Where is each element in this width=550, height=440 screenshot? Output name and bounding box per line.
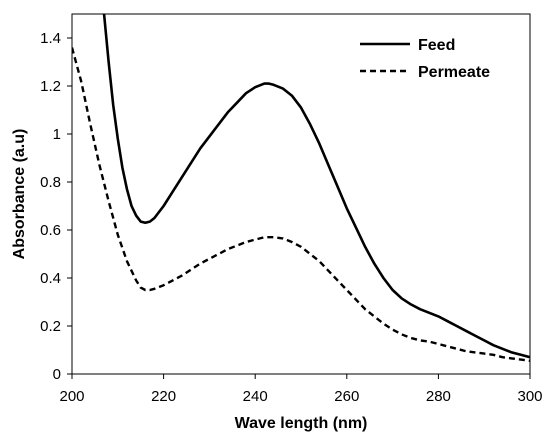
y-axis-title: Absorbance (a.u) bbox=[11, 129, 28, 260]
x-tick-label: 200 bbox=[59, 388, 84, 405]
x-tick-label: 240 bbox=[243, 388, 268, 405]
y-tick-label: 1.4 bbox=[40, 30, 61, 47]
x-tick-label: 260 bbox=[334, 388, 359, 405]
x-tick-label: 280 bbox=[426, 388, 451, 405]
y-tick-label: 0.6 bbox=[40, 222, 61, 239]
y-tick-label: 1 bbox=[53, 126, 61, 143]
legend: Feed Permeate bbox=[360, 37, 490, 81]
x-axis: 200 220 240 260 280 300 bbox=[59, 374, 543, 405]
plot-frame bbox=[71, 13, 531, 375]
x-tick-label: 220 bbox=[151, 388, 176, 405]
y-tick-label: 0.2 bbox=[40, 318, 61, 335]
y-tick-label: 0 bbox=[53, 366, 61, 383]
legend-label-permeate: Permeate bbox=[418, 64, 490, 81]
series-layer bbox=[72, 14, 530, 362]
plot-border bbox=[71, 13, 531, 375]
series-line-feed bbox=[102, 14, 530, 359]
y-tick-label: 0.8 bbox=[40, 174, 61, 191]
series-line-permeate bbox=[72, 47, 530, 362]
legend-label-feed: Feed bbox=[418, 37, 455, 54]
y-axis: 0 0.2 0.4 0.6 0.8 1 1.2 1.4 bbox=[40, 30, 72, 383]
x-tick-label: 300 bbox=[517, 388, 542, 405]
y-tick-label: 0.4 bbox=[40, 270, 61, 287]
y-tick-label: 1.2 bbox=[40, 78, 61, 95]
x-axis-title: Wave length (nm) bbox=[235, 415, 368, 432]
